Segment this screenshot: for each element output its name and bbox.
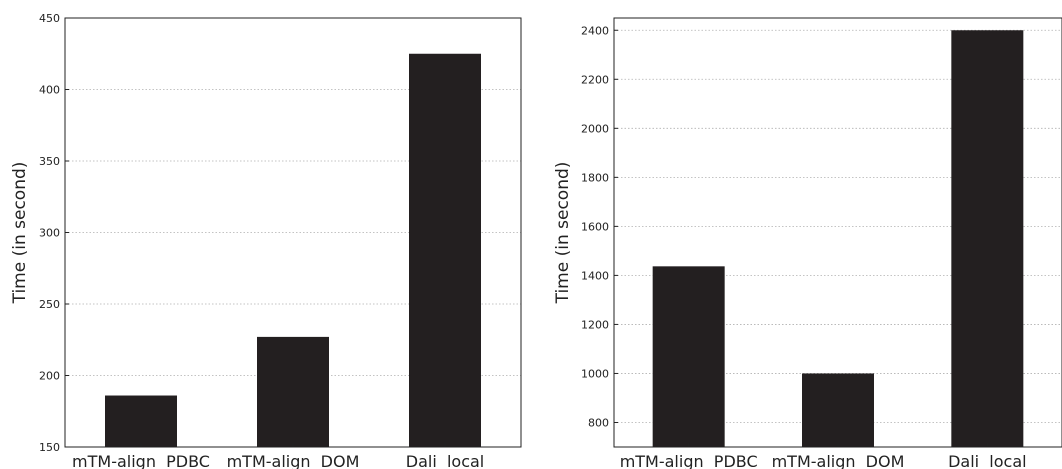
chart-left-bar	[409, 53, 481, 447]
chart-right-ytick-label: 2400	[581, 24, 609, 37]
chart-right-ytick-label: 800	[588, 416, 609, 429]
chart-left-category-label: mTM-align DOM	[227, 452, 360, 469]
chart-right-ytick-label: 1200	[581, 318, 609, 331]
chart-left-bar	[257, 336, 329, 447]
chart-right-xticks: mTM-align PDBC mTM-align DOM Dali local	[620, 443, 1027, 469]
chart-right-ylabel: Time (in second)	[553, 162, 573, 305]
chart-left-bar	[105, 395, 177, 447]
chart-right: 800 1000 1200 1400 1600 1800 2000 2200 2400 mTM-…	[553, 17, 1062, 469]
chart-left-ytick-label: 200	[39, 370, 60, 383]
chart-left-ytick-label: 150	[39, 441, 60, 454]
chart-left-ytick-label: 400	[39, 84, 60, 97]
chart-right-yticks: 800 1000 1200 1400 1600 1800 2000 2200 2400	[581, 24, 618, 429]
chart-right-ytick-label: 1600	[581, 220, 609, 233]
chart-left-ytick-label: 300	[39, 227, 60, 240]
chart-left-ytick-label: 450	[39, 12, 60, 25]
chart-left-yticks: 150 200 250 300 350 400 450	[39, 12, 69, 454]
chart-left-ytick-label: 350	[39, 155, 60, 168]
chart-right-bars	[652, 30, 1024, 448]
chart-right-ytick-label: 1400	[581, 269, 609, 282]
chart-left-ylabel: Time (in second)	[10, 162, 30, 305]
chart-left-category-label: Dali local	[406, 452, 484, 469]
chart-left-ytick-label: 250	[39, 298, 60, 311]
chart-left-category-label: mTM-align PDBC	[72, 452, 210, 469]
chart-right-ytick-label: 1000	[581, 367, 609, 380]
chart-left-bars	[105, 53, 481, 447]
chart-left-xticks: mTM-align PDBC mTM-align DOM Dali local	[72, 443, 484, 469]
chart-right-category-label: Dali local	[948, 452, 1026, 469]
chart-right-bar	[951, 30, 1024, 448]
chart-right-ytick-label: 2000	[581, 122, 609, 135]
chart-right-ytick-label: 2200	[581, 73, 609, 86]
chart-right-ytick-label: 1800	[581, 171, 609, 184]
chart-right-category-label: mTM-align DOM	[772, 452, 905, 469]
chart-right-bar	[652, 266, 725, 447]
chart-right-bar	[802, 373, 874, 447]
chart-right-category-label: mTM-align PDBC	[620, 452, 758, 469]
